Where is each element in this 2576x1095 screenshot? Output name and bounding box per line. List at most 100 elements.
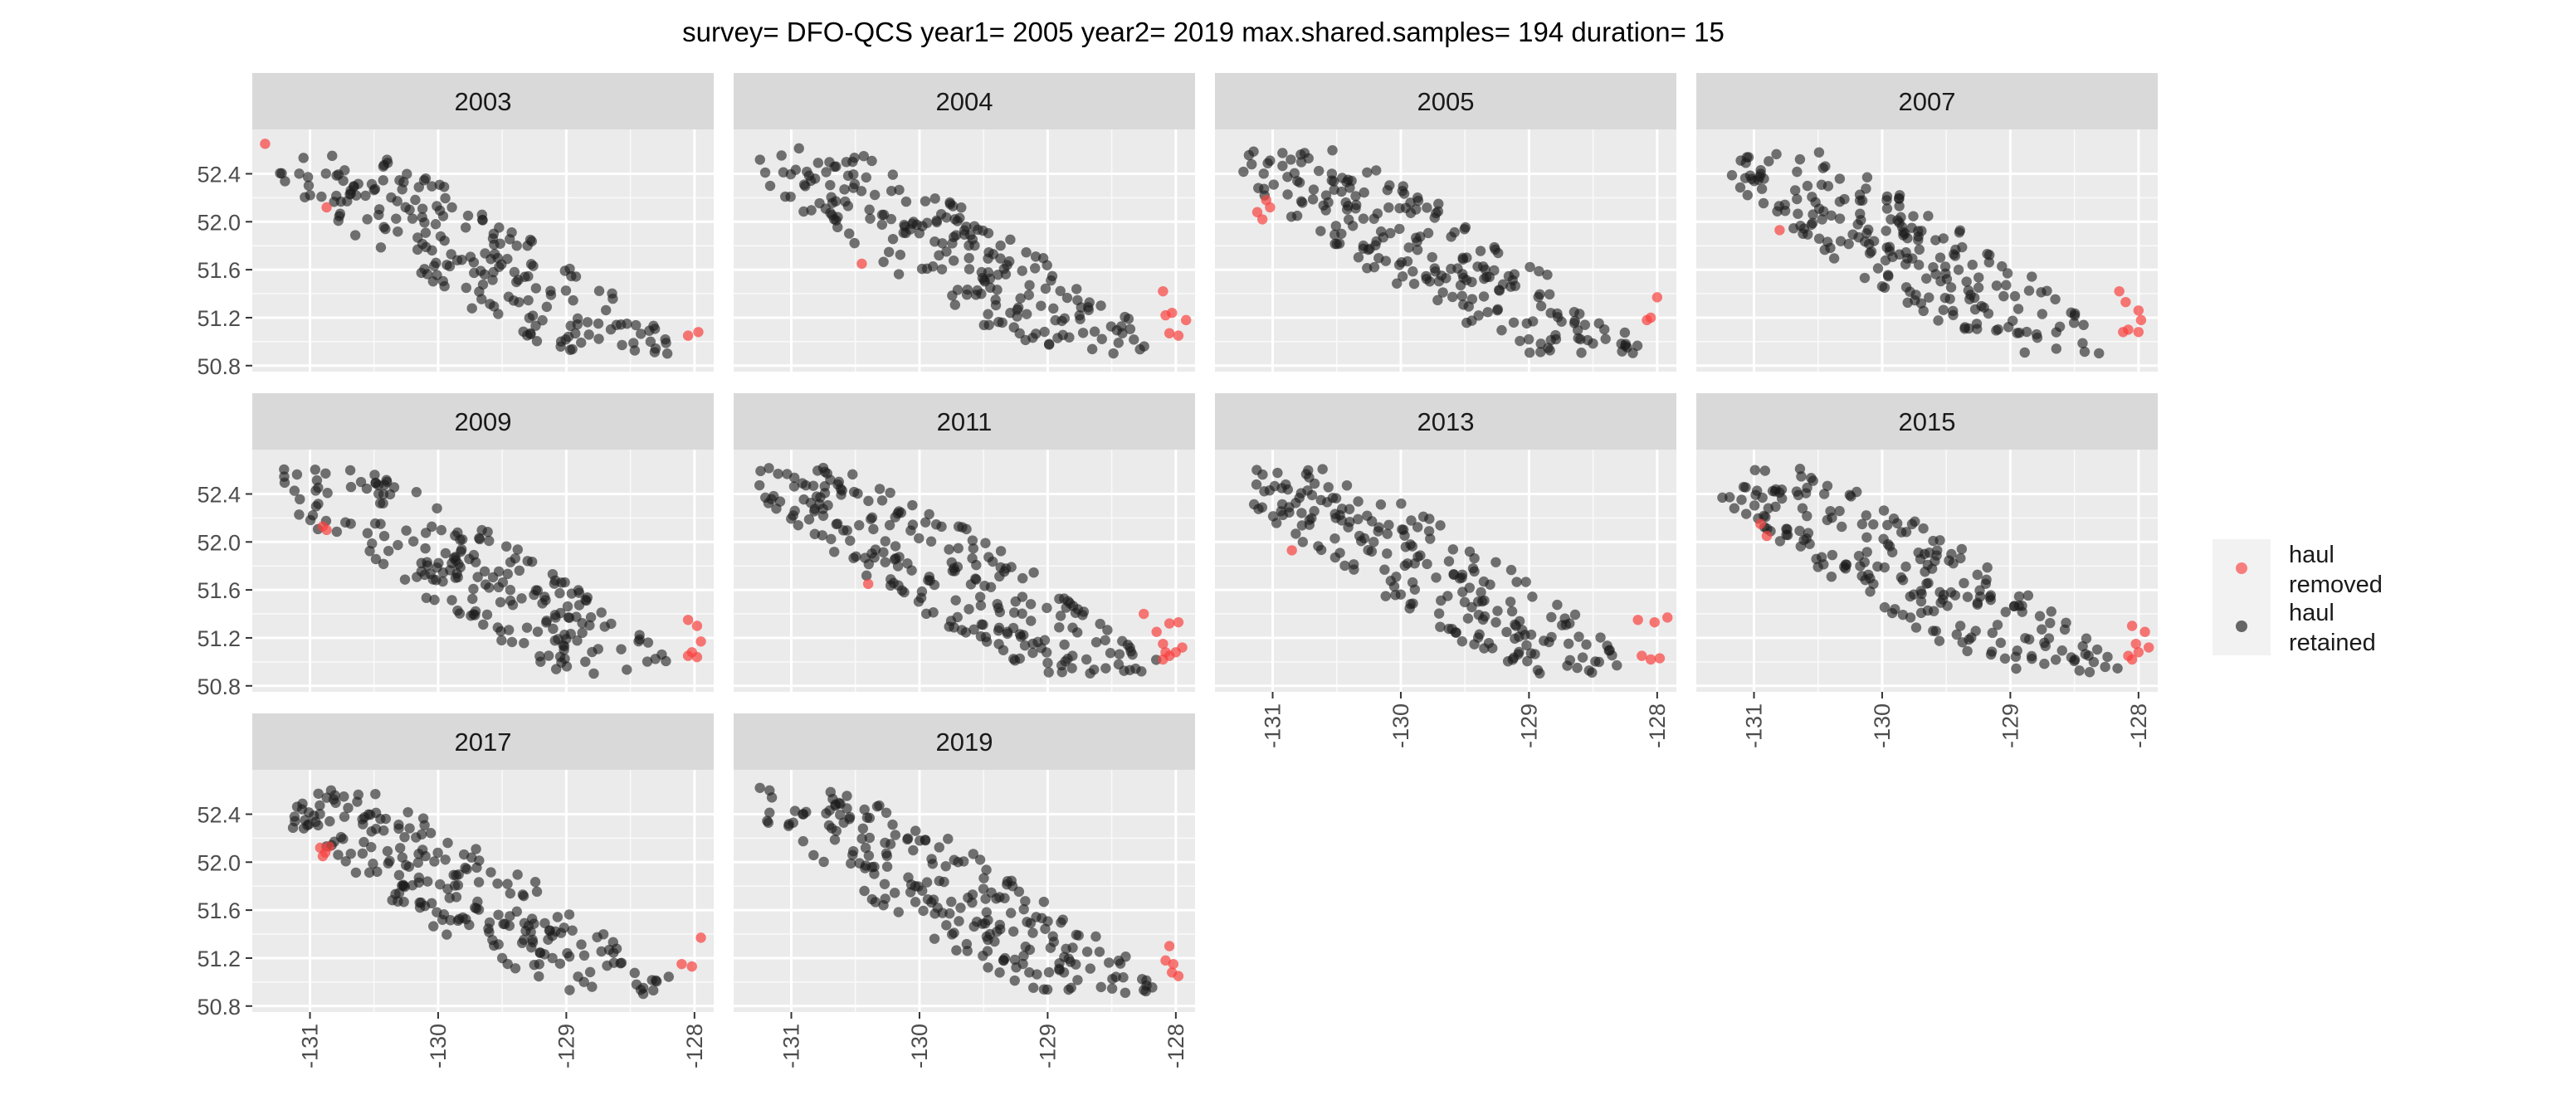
haul-retained-point	[828, 214, 840, 225]
haul-retained-point	[1983, 308, 1994, 319]
haul-retained-point	[2046, 606, 2056, 617]
haul-retained-point	[1432, 206, 1444, 217]
haul-retained-point	[1294, 177, 1305, 188]
haul-retained-point	[1489, 265, 1500, 276]
haul-retained-point	[1472, 632, 1484, 643]
haul-retained-point	[1059, 639, 1070, 650]
haul-retained-point	[1494, 285, 1505, 295]
haul-retained-point	[1302, 485, 1313, 496]
haul-retained-point	[637, 982, 649, 994]
haul-retained-point	[401, 525, 412, 536]
haul-retained-point	[2078, 319, 2089, 330]
haul-retained-point	[1081, 654, 1092, 665]
haul-retained-point	[507, 600, 519, 611]
haul-retained-point	[570, 271, 582, 282]
haul-retained-point	[1457, 252, 1468, 264]
haul-retained-point	[941, 920, 952, 931]
haul-retained-point	[793, 519, 803, 531]
haul-retained-point	[550, 926, 561, 937]
haul-retained-point	[335, 831, 347, 843]
haul-retained-point	[1478, 576, 1490, 587]
haul-retained-point	[1755, 164, 1766, 176]
haul-retained-point	[464, 919, 475, 931]
haul-retained-point	[890, 830, 901, 840]
haul-retained-point	[413, 872, 424, 883]
haul-retained-point	[1828, 253, 1840, 264]
haul-retained-point	[1758, 197, 1769, 209]
haul-retained-point	[924, 509, 934, 520]
haul-retained-point	[759, 167, 771, 178]
haul-retained-point	[1813, 233, 1825, 244]
haul-retained-point	[1024, 944, 1036, 956]
haul-retained-point	[847, 469, 858, 480]
chart-title: survey= DFO-QCS year1= 2005 year2= 2019 …	[682, 17, 1725, 47]
haul-retained-point	[1392, 278, 1403, 289]
haul-retained-point	[1489, 241, 1500, 253]
haul-removed-point	[695, 932, 706, 943]
haul-retained-point	[1856, 195, 1868, 206]
haul-retained-point	[1456, 635, 1468, 647]
haul-retained-point	[1820, 161, 1831, 172]
haul-retained-point	[1043, 667, 1054, 678]
haul-retained-point	[564, 263, 575, 275]
haul-retained-point	[1286, 154, 1296, 165]
haul-removed-point	[2114, 285, 2125, 297]
haul-retained-point	[1802, 482, 1812, 494]
haul-retained-point	[893, 580, 904, 591]
haul-removed-point	[321, 202, 332, 213]
haul-retained-point	[1083, 304, 1094, 315]
haul-retained-point	[789, 805, 801, 816]
haul-retained-point	[2084, 667, 2095, 678]
haul-retained-point	[1344, 516, 1355, 528]
haul-retained-point	[1861, 228, 1872, 239]
haul-retained-point	[360, 190, 371, 202]
haul-retained-point	[1984, 250, 1995, 260]
haul-retained-point	[1955, 552, 1966, 564]
haul-retained-point	[1948, 557, 1959, 569]
haul-retained-point	[948, 201, 959, 212]
haul-removed-point	[2133, 305, 2144, 316]
haul-retained-point	[1881, 226, 1891, 236]
haul-retained-point	[1412, 244, 1423, 256]
haul-retained-point	[1834, 213, 1846, 224]
haul-retained-point	[535, 656, 546, 667]
haul-retained-point	[1818, 559, 1829, 570]
haul-retained-point	[1469, 552, 1480, 564]
haul-retained-point	[764, 180, 776, 192]
haul-retained-point	[1337, 173, 1348, 183]
haul-retained-point	[1803, 229, 1813, 240]
haul-retained-point	[534, 947, 545, 958]
haul-retained-point	[1359, 187, 1369, 198]
haul-retained-point	[1089, 326, 1100, 337]
haul-retained-point	[525, 259, 537, 270]
haul-retained-point	[1040, 283, 1051, 294]
haul-removed-point	[1167, 307, 1178, 319]
haul-retained-point	[1085, 668, 1095, 679]
haul-retained-point	[611, 319, 622, 330]
haul-removed-point	[317, 850, 329, 862]
haul-retained-point	[953, 521, 964, 532]
haul-retained-point	[303, 180, 315, 191]
haul-retained-point	[992, 598, 1003, 610]
haul-retained-point	[2003, 322, 2014, 333]
haul-retained-point	[1837, 521, 1847, 533]
haul-retained-point	[1505, 281, 1516, 292]
haul-retained-point	[991, 926, 1003, 937]
haul-retained-point	[773, 468, 783, 479]
haul-retained-point	[1021, 309, 1032, 319]
haul-retained-point	[968, 221, 980, 231]
haul-retained-point	[502, 878, 513, 889]
haul-retained-point	[803, 513, 815, 525]
haul-retained-point	[1460, 221, 1471, 233]
haul-retained-point	[1840, 559, 1852, 570]
haul-retained-point	[374, 498, 386, 509]
haul-retained-point	[378, 489, 389, 500]
haul-retained-point	[382, 476, 393, 488]
facet-panels: 2003 50.8 51.2 51.6 52.0 52.4 2004 2005 2007 2009…	[197, 73, 2158, 1068]
haul-retained-point	[429, 856, 440, 867]
haul-retained-point	[2079, 346, 2091, 358]
haul-retained-point	[596, 607, 607, 618]
haul-retained-point	[944, 544, 954, 555]
y-tick-label: 50.8	[197, 995, 241, 1020]
haul-retained-point	[1072, 975, 1083, 986]
